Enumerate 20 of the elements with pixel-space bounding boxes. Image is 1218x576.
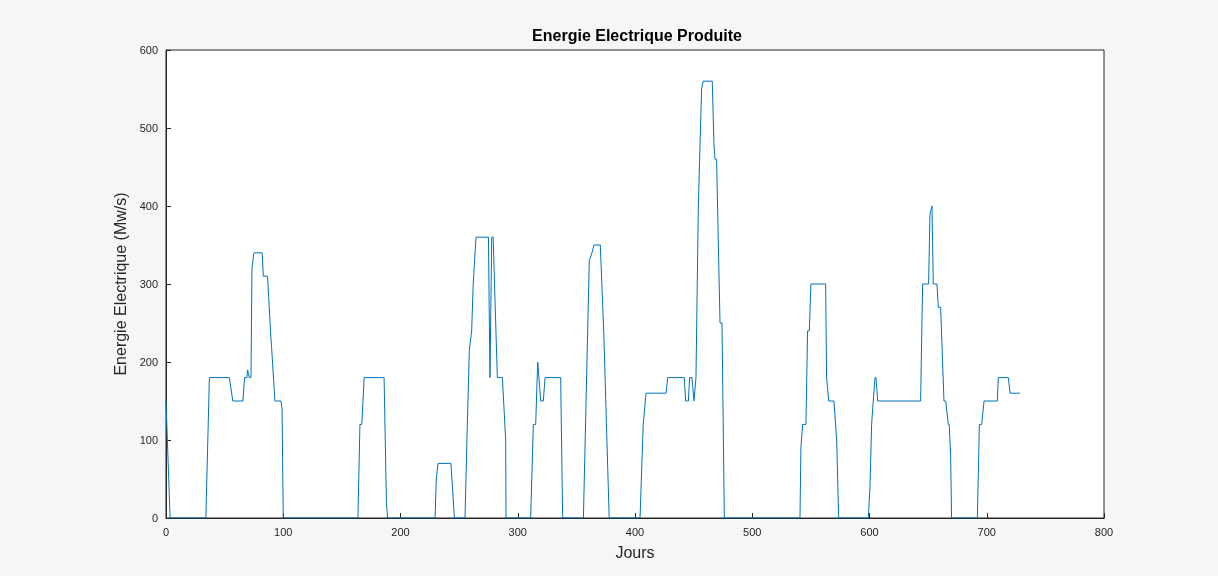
y-tick-label: 600 bbox=[139, 44, 158, 56]
x-tick-label: 400 bbox=[625, 525, 645, 538]
x-tick-label: 200 bbox=[391, 525, 410, 538]
y-tick-label: 300 bbox=[139, 278, 158, 290]
x-tick-label: 700 bbox=[977, 525, 996, 538]
x-tick-label: 100 bbox=[274, 525, 293, 538]
y-tick-label: 0 bbox=[151, 512, 158, 524]
y-tick-label: 500 bbox=[139, 122, 158, 134]
x-tick-label: 500 bbox=[743, 525, 762, 538]
y-tick-label: 200 bbox=[139, 356, 158, 368]
x-tick-label: 600 bbox=[860, 525, 879, 538]
y-tick-label: 100 bbox=[139, 434, 158, 446]
x-axis-title: Jours bbox=[615, 543, 655, 561]
chart-title: Energie Electrique Produite bbox=[532, 26, 743, 44]
x-tick-label: 800 bbox=[1094, 525, 1114, 538]
x-tick-label: 0 bbox=[162, 525, 170, 538]
x-tick-label: 300 bbox=[508, 525, 527, 538]
y-axis-title: Energie Electrique (Mw/s) bbox=[112, 192, 130, 376]
line-series bbox=[165, 80, 1021, 519]
y-tick-label: 400 bbox=[139, 200, 158, 212]
